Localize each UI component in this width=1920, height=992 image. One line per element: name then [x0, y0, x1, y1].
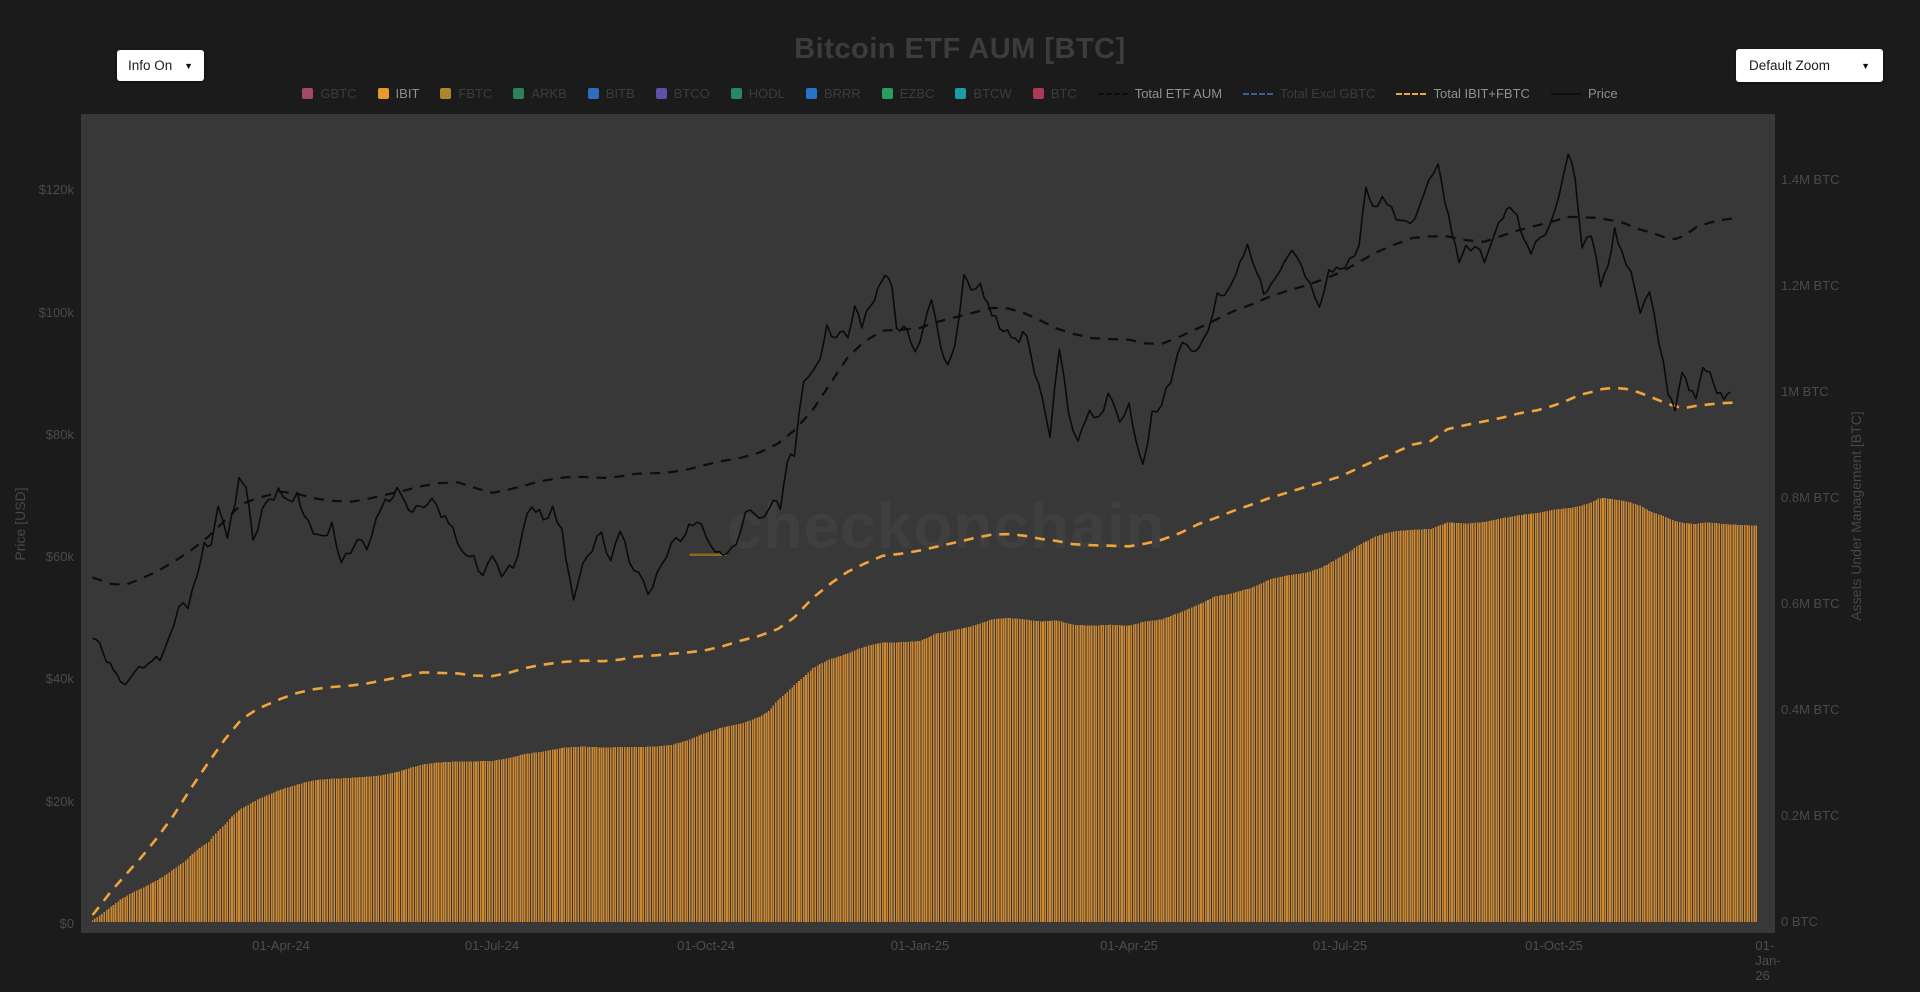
x-tick-label: 01-Apr-25 — [1100, 938, 1158, 953]
legend-label: ARKB — [531, 86, 567, 101]
x-tick-label: 01-Jan-25 — [890, 938, 950, 953]
legend-label: Total ETF AUM — [1134, 86, 1223, 101]
legend-swatch-icon — [805, 88, 817, 99]
info-dropdown-label: Info On — [128, 58, 173, 73]
legend-label: HODL — [748, 86, 785, 101]
legend-item-ibit[interactable]: IBIT — [377, 86, 420, 101]
legend-item-gbtc[interactable]: GBTC — [302, 86, 357, 101]
legend-item-btco[interactable]: BTCO — [655, 86, 710, 101]
right-axis-ticks: 0 BTC 0.2M BTC 0.4M BTC 0.6M BTC 0.8M BTC 1M … — [1781, 114, 1911, 933]
right-tick-label: 0.4M BTC — [1781, 702, 1840, 717]
x-tick-label: 01-Jan-26 — [1755, 938, 1781, 983]
ibit-bars-series — [91, 498, 1758, 922]
left-tick-label: $120k — [38, 182, 74, 197]
legend-swatch-icon — [730, 88, 742, 99]
legend-label: FBTC — [458, 86, 493, 101]
chart-plot-area[interactable]: _checkonchain — [81, 114, 1775, 933]
zoom-dropdown[interactable]: Default Zoom ▼ — [1736, 49, 1883, 82]
watermark-text: checkonchain — [726, 490, 1166, 562]
right-tick-label: 1M BTC — [1781, 384, 1829, 399]
legend-item-ezbc[interactable]: EZBC — [881, 86, 935, 101]
legend-swatch-icon — [513, 88, 525, 99]
legend-label: BTC — [1050, 86, 1077, 101]
right-tick-label: 0.8M BTC — [1781, 490, 1840, 505]
legend-label: BTCW — [973, 86, 1012, 101]
legend-swatch-icon — [587, 88, 599, 99]
legend-swatch-icon — [440, 88, 452, 99]
dashed-line-icon — [1097, 92, 1128, 95]
legend-label: Price — [1587, 86, 1618, 101]
x-axis-ticks: 01-Apr-24 01-Jul-24 01-Oct-24 01-Jan-25 01-A… — [81, 938, 1781, 983]
x-tick-label: 01-Apr-24 — [252, 938, 310, 953]
page-title: Bitcoin ETF AUM [BTC] — [794, 33, 1126, 65]
legend-label: EZBC — [899, 86, 935, 101]
price-line — [92, 153, 1732, 686]
left-axis-ticks: $0 $20k $40k $60k $80k $100k $120k — [0, 114, 74, 933]
legend-label: IBIT — [395, 86, 420, 101]
legend-item-total-etf-aum[interactable]: Total ETF AUM — [1097, 86, 1223, 101]
legend-swatch-icon — [302, 88, 314, 99]
dashed-line-icon — [1396, 92, 1427, 95]
info-dropdown[interactable]: Info On ▼ — [117, 50, 204, 81]
legend-swatch-icon — [655, 88, 667, 99]
right-tick-label: 1.2M BTC — [1781, 278, 1840, 293]
left-axis-title: Price [USD] — [12, 487, 28, 561]
legend-item-total-excl-gbtc[interactable]: Total Excl GBTC — [1243, 86, 1375, 101]
legend-item-fbtc[interactable]: FBTC — [440, 86, 492, 101]
legend-item-bitb[interactable]: BITB — [587, 86, 635, 101]
legend-label: GBTC — [320, 86, 357, 101]
zoom-dropdown-label: Default Zoom — [1749, 58, 1831, 73]
x-tick-label: 01-Jul-25 — [1312, 938, 1368, 953]
legend-label: Total IBIT+FBTC — [1433, 86, 1530, 101]
chart-canvas[interactable] — [81, 114, 1775, 933]
legend-item-arkb[interactable]: ARKB — [513, 86, 567, 101]
chevron-down-icon: ▼ — [1861, 60, 1870, 71]
legend-label: BRRR — [823, 86, 861, 101]
right-tick-label: 0.2M BTC — [1781, 808, 1840, 823]
legend-item-price[interactable]: Price — [1550, 86, 1618, 101]
line-icon — [1550, 92, 1581, 95]
dashed-line-icon — [1243, 92, 1274, 95]
legend-label: BITB — [605, 86, 635, 101]
right-tick-label: 1.4M BTC — [1781, 172, 1840, 187]
legend: GBTC IBIT FBTC ARKB BITB BTCO HODL BRRR EZBC BTCW… — [0, 86, 1920, 101]
legend-item-btc[interactable]: BTC — [1032, 86, 1077, 101]
left-tick-label: $80k — [45, 427, 74, 442]
x-tick-label: 01-Oct-25 — [1525, 938, 1583, 953]
x-tick-label: 01-Jul-24 — [464, 938, 520, 953]
legend-swatch-icon — [955, 88, 967, 99]
right-tick-label: 0.6M BTC — [1781, 596, 1840, 611]
x-tick-label: 01-Oct-24 — [677, 938, 735, 953]
watermark-prefix: _ — [690, 490, 727, 562]
legend-label: Total Excl GBTC — [1280, 86, 1376, 101]
watermark: _checkonchain — [690, 489, 1165, 563]
left-tick-label: $100k — [38, 305, 74, 320]
legend-swatch-icon — [377, 88, 389, 99]
right-tick-label: 0 BTC — [1781, 914, 1818, 929]
left-tick-label: $20k — [45, 794, 74, 809]
legend-item-brrr[interactable]: BRRR — [805, 86, 861, 101]
legend-swatch-icon — [881, 88, 893, 99]
legend-item-hodl[interactable]: HODL — [730, 86, 785, 101]
legend-item-btcw[interactable]: BTCW — [955, 86, 1012, 101]
right-axis-title: Assets Under Management [BTC] — [1848, 411, 1864, 621]
legend-label: BTCO — [673, 86, 710, 101]
chevron-down-icon: ▼ — [184, 60, 193, 71]
left-tick-label: $0 — [59, 916, 74, 931]
left-tick-label: $60k — [45, 549, 74, 564]
left-tick-label: $40k — [45, 671, 74, 686]
legend-item-total-ibit-fbtc[interactable]: Total IBIT+FBTC — [1396, 86, 1530, 101]
legend-swatch-icon — [1032, 88, 1044, 99]
